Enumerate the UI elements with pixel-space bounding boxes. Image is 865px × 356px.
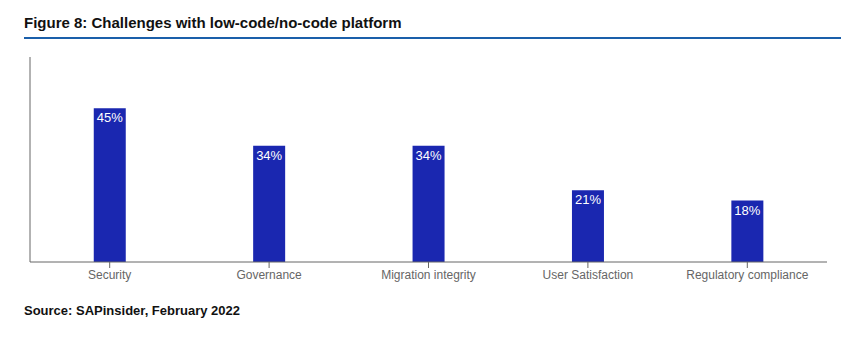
- html-text:Source: SAPinsider, February 2: Source: SAPinsider, February 2022: [24, 303, 240, 318]
- svg-text:Governance: Governance: [236, 268, 302, 282]
- svg-text:Migration integrity: Migration integrity: [381, 268, 476, 282]
- html-text:Figure 8: Challenges with low-: Figure 8: Challenges with low-code/no-co…: [24, 14, 402, 31]
- svg-text:User Satisfaction: User Satisfaction: [543, 268, 634, 282]
- svg-text:21%: 21%: [575, 192, 601, 207]
- svg-text:34%: 34%: [416, 148, 442, 163]
- svg-text:Security: Security: [88, 268, 131, 282]
- svg-text:18%: 18%: [734, 203, 760, 218]
- svg-text:45%: 45%: [97, 110, 123, 125]
- svg-text:Regulatory compliance: Regulatory compliance: [686, 268, 808, 282]
- svg-text:34%: 34%: [256, 148, 282, 163]
